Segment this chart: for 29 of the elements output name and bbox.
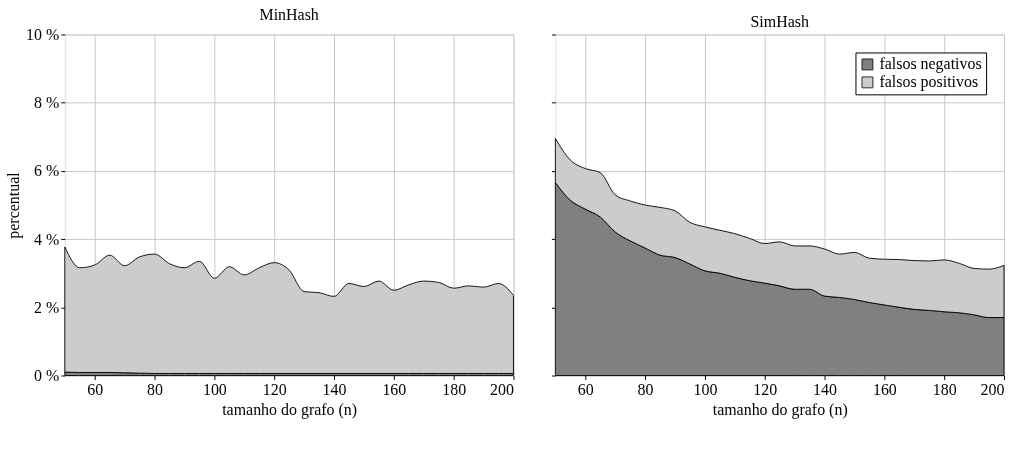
chart-title: SimHash (750, 13, 809, 31)
x-axis-title: tamanho do grafo (n) (712, 400, 848, 419)
y-tick-label: 10 % (26, 26, 60, 44)
x-tick-label: 120 (753, 380, 778, 398)
x-tick-label: 180 (932, 380, 957, 398)
x-tick-label: 100 (202, 380, 227, 398)
x-tick-label: 160 (872, 380, 897, 398)
x-tick-label: 200 (980, 380, 1005, 398)
chart-title: MinHash (259, 5, 319, 23)
x-tick-label: 100 (693, 380, 718, 398)
y-tick-label: 8 % (34, 94, 60, 112)
x-tick-label: 200 (490, 380, 515, 398)
x-tick-label: 180 (442, 380, 467, 398)
x-tick-label: 120 (262, 380, 287, 398)
x-tick-label: 80 (147, 380, 164, 398)
legend-label: falsos negativos (879, 55, 982, 74)
x-tick-label: 60 (87, 380, 104, 398)
y-axis-title: percentual (5, 171, 24, 239)
x-tick-label: 160 (382, 380, 407, 398)
y-tick-label: 0 % (34, 367, 60, 384)
y-tick-label: 2 % (34, 298, 60, 316)
x-tick-label: 60 (577, 380, 594, 398)
legend-label: falsos positivos (879, 73, 979, 92)
y-tick-label: 6 % (34, 162, 60, 180)
x-axis-title: tamanho do grafo (n) (222, 400, 358, 419)
y-tick-label: 4 % (34, 230, 60, 248)
x-tick-label: 140 (813, 380, 838, 398)
x-tick-label: 80 (637, 380, 654, 398)
x-tick-label: 140 (322, 380, 347, 398)
